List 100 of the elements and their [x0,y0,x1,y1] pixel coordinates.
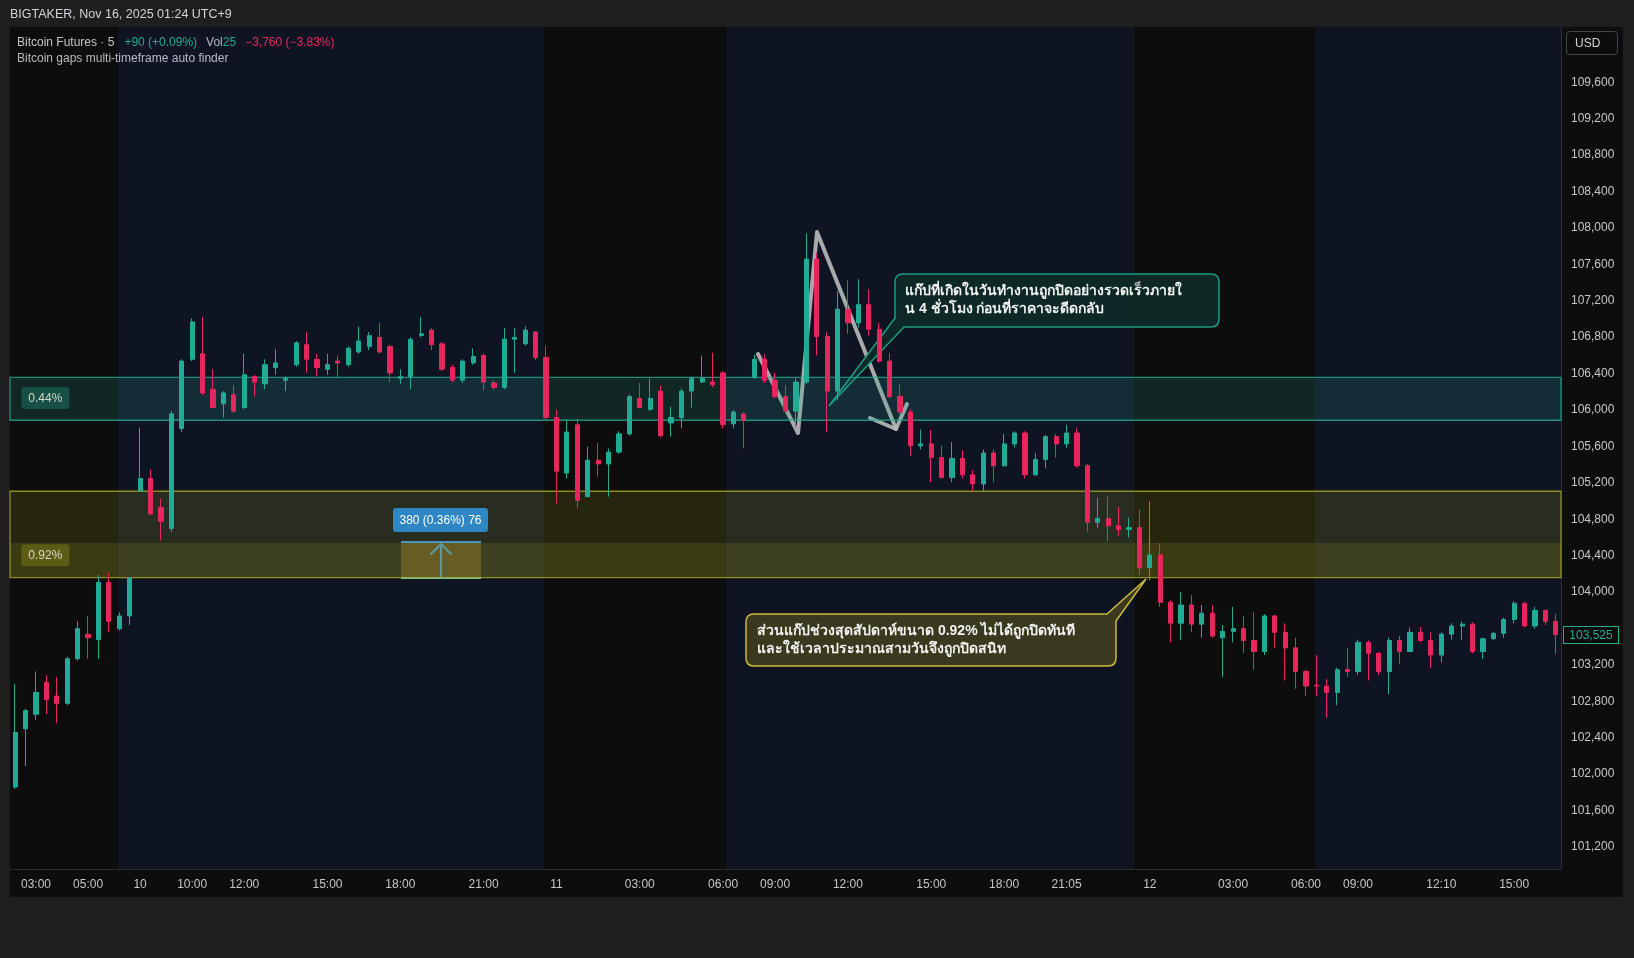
y-tick-label: 101,600 [1571,802,1615,817]
y-axis-title: USD [1566,31,1618,55]
candlestick [741,411,746,449]
candlestick [1137,508,1142,576]
y-tick-label: 106,400 [1571,365,1615,380]
annotation: −3,760 (−3.83%) [245,35,335,50]
x-tick-label: 15:00 [312,877,343,891]
candlestick [1428,631,1433,669]
candlestick [1397,635,1402,665]
candlestick [231,385,236,414]
y-tick-label: 101,200 [1571,839,1615,854]
candlestick [845,279,851,335]
candlestick [1126,517,1132,539]
x-tick-label: 15:00 [916,877,947,891]
candlestick [825,331,830,433]
candlestick [658,385,663,439]
candlestick [606,447,611,498]
annotation: Vol [206,35,223,50]
candlestick [1470,621,1475,654]
x-tick-label: 10:00 [177,877,208,891]
candlestick [117,611,122,632]
candlestick [283,376,288,392]
annotation: ส่วนแก๊ปช่วงสุดสัปดาห์ขนาด 0.92% ไม่ได้ถูกปิดทันที และใช้เวลาประมาณสามวันจึงถูกปิดสนิท [757,621,1077,657]
candlestick [897,383,903,416]
candlestick [96,574,101,660]
x-tick-label: 09:00 [1343,877,1374,891]
candlestick [668,406,674,438]
candlestick [1480,637,1486,660]
candlestick [377,322,382,355]
candlestick [533,330,538,361]
x-tick-label: 15:00 [1499,877,1530,891]
candlestick [523,325,528,347]
y-tick-label: 104,400 [1571,547,1615,562]
candlestick [387,344,393,383]
candlestick [981,448,986,493]
text: BIGTAKER, Nov 16, 2025 01:24 UTC+9 [10,7,232,23]
candlestick [148,468,153,515]
candlestick [929,429,934,483]
text: 103,525 [1563,626,1619,644]
candlestick [85,615,91,660]
candlestick [1231,606,1236,643]
candlestick [1220,624,1225,678]
candlestick [210,368,216,408]
candlestick [814,252,819,357]
candlestick [1512,600,1517,624]
candlestick [585,446,590,498]
candlestick [908,408,913,457]
candlestick [294,340,299,368]
candlestick [1553,613,1558,655]
candlestick [1491,631,1496,641]
candlestick [918,428,923,450]
candlestick [1283,622,1288,682]
x-tick-label: 09:00 [760,877,791,891]
candlestick [616,430,622,455]
candlestick [637,382,642,409]
y-tick-label: 104,800 [1571,511,1615,526]
candlestick [346,346,351,368]
candlestick [252,374,257,398]
candlestick [398,368,403,385]
candlestick [471,347,476,366]
annotation: แก๊ปที่เกิดในวันทำงานถูกปิดอย่างรวดเร็วภายใน 4 ชั่วโมง ก่อนที่ราคาจะดีดกลับ [905,281,1183,317]
candlestick [512,327,517,374]
candlestick [596,442,601,478]
text: Bitcoin gaps multi-timeframe auto finder [17,51,229,66]
candlestick [169,410,174,533]
candlestick [793,377,799,429]
candlestick [1324,678,1329,719]
candlestick [1439,631,1444,663]
candlestick [689,376,694,408]
candlestick [138,427,143,492]
candlestick [804,233,809,385]
candlestick [75,620,80,662]
candlestick [429,327,434,351]
x-tick-label: 21:00 [468,877,499,891]
candlestick [877,322,882,364]
annotation: +90 (+0.09%) [124,35,198,50]
candlestick [970,469,975,492]
candlestick [1314,654,1319,697]
candlestick [1387,637,1392,695]
candlestick [1074,427,1080,469]
y-tick-label: 107,600 [1571,256,1615,271]
candlestick [33,670,39,721]
candlestick [1064,424,1069,449]
x-tick-label: 12 [1143,877,1157,891]
candlestick [190,317,195,362]
candlestick [1460,620,1465,641]
y-tick-label: 106,800 [1571,329,1615,344]
candlestick [1095,497,1100,529]
x-tick-label: 18:00 [989,877,1020,891]
candlestick [1262,613,1267,656]
candlestick [1522,601,1527,628]
candlestick [304,331,309,374]
candlestick [1168,599,1173,643]
candlestick [44,674,49,715]
candlestick [491,379,497,391]
candlestick [1532,606,1538,630]
y-tick-label: 109,600 [1571,74,1615,89]
y-tick-label: 102,000 [1571,766,1615,781]
candlestick [367,331,372,351]
x-tick-label: 12:10 [1426,877,1457,891]
